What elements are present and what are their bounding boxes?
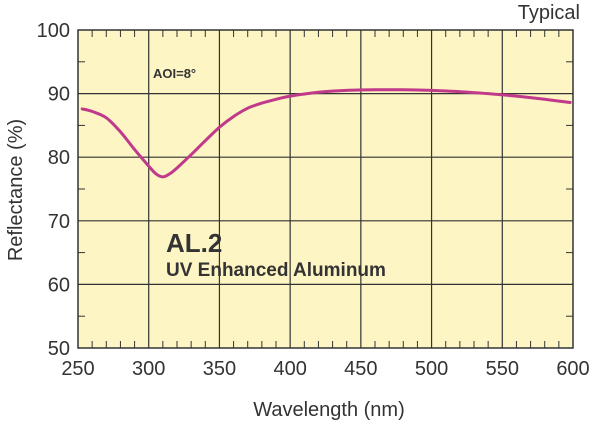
x-tick-label-600: 600 <box>556 358 589 380</box>
y-tick-label-70: 70 <box>48 211 70 233</box>
product-name: UV Enhanced Aluminum <box>166 260 386 281</box>
y-axis-title: Reflectance (%) <box>5 119 27 261</box>
plot-frame <box>77 29 574 349</box>
x-tick-labels: 250 300 350 400 450 500 550 600 <box>61 358 589 380</box>
corner-note: Typical <box>518 2 580 24</box>
x-axis-title: Wavelength (nm) <box>253 399 405 421</box>
y-tick-label-80: 80 <box>48 147 70 169</box>
x-tick-label-400: 400 <box>273 358 306 380</box>
y-tick-labels: 50 60 70 80 90 100 <box>37 20 70 360</box>
x-tick-label-550: 550 <box>486 358 519 380</box>
grid <box>78 30 573 348</box>
x-tick-label-250: 250 <box>61 358 94 380</box>
y-tick-label-60: 60 <box>48 274 70 296</box>
x-tick-label-350: 350 <box>203 358 236 380</box>
plot-area <box>78 30 573 348</box>
x-tick-label-450: 450 <box>344 358 377 380</box>
x-tick-label-500: 500 <box>415 358 448 380</box>
y-tick-label-90: 90 <box>48 84 70 106</box>
x-tick-label-300: 300 <box>132 358 165 380</box>
product-code: AL.2 <box>166 228 222 258</box>
y-tick-label-50: 50 <box>48 338 70 360</box>
reflectance-curve <box>80 88 572 179</box>
minor-ticks <box>78 30 573 348</box>
aoi-annotation: AOI=8° <box>153 66 196 81</box>
y-tick-label-100: 100 <box>37 20 70 42</box>
